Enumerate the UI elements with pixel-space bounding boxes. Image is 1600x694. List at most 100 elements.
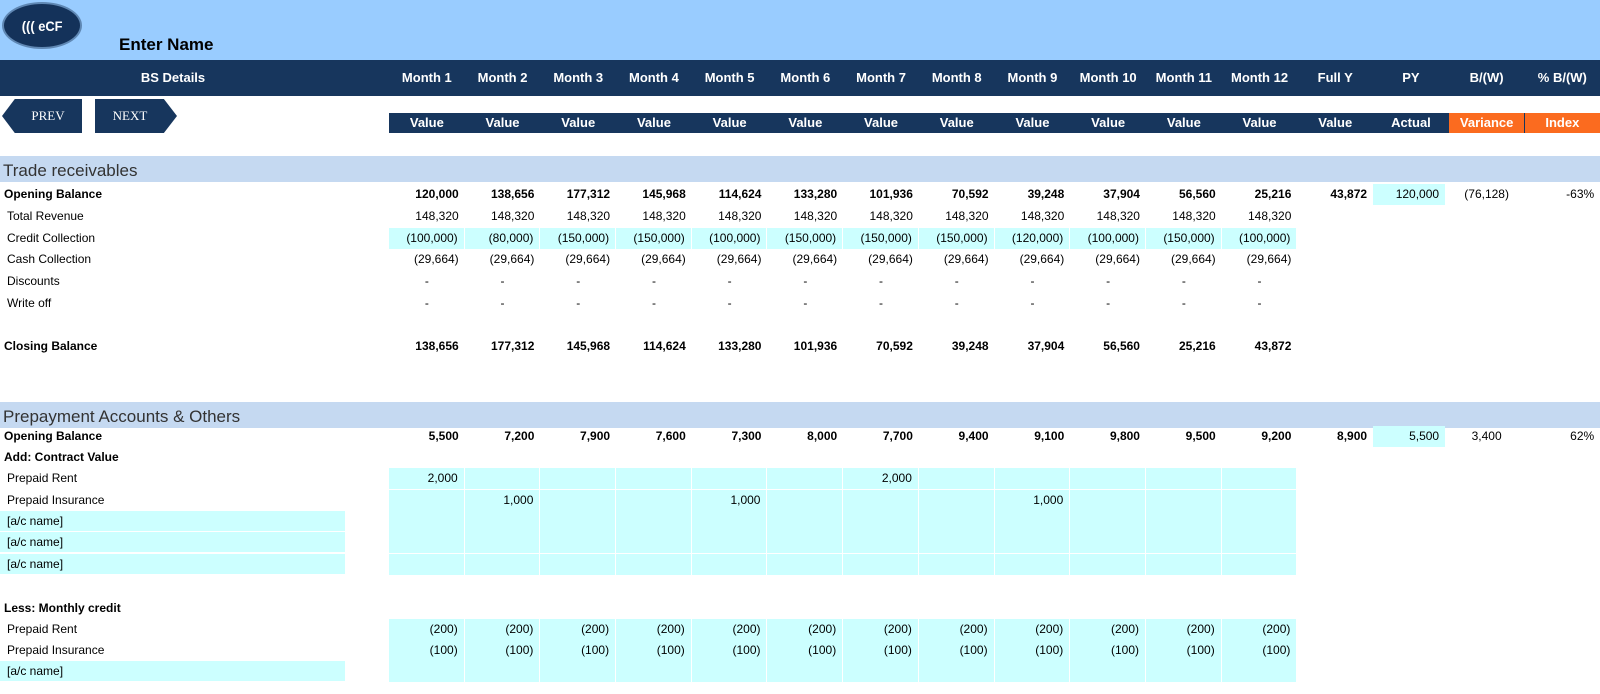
value-cell[interactable]: (100) — [1070, 640, 1146, 661]
value-cell[interactable] — [1070, 532, 1146, 553]
value-cell[interactable]: 2,000 — [389, 468, 465, 489]
value-cell[interactable]: (100) — [1146, 640, 1222, 661]
value-cell[interactable] — [691, 511, 768, 532]
value-cell[interactable]: (150,000) — [843, 228, 919, 249]
value-cell[interactable]: 2,000 — [843, 468, 919, 489]
value-cell[interactable]: (100) — [389, 640, 465, 661]
value-cell[interactable] — [767, 490, 844, 511]
value-cell[interactable]: (150,000) — [918, 228, 995, 249]
value-cell[interactable] — [389, 490, 465, 511]
value-cell[interactable]: 1,000 — [464, 490, 541, 511]
value-cell[interactable] — [1070, 661, 1146, 682]
value-cell[interactable] — [616, 661, 692, 682]
py-actual-value[interactable]: 5,500 — [1373, 426, 1446, 447]
value-cell[interactable] — [843, 532, 919, 553]
value-cell[interactable]: (150,000) — [540, 228, 617, 249]
value-cell[interactable]: 1,000 — [994, 490, 1071, 511]
value-cell[interactable] — [767, 532, 844, 553]
value-cell[interactable]: (100) — [843, 640, 919, 661]
value-cell[interactable]: (100,000) — [1221, 228, 1298, 249]
py-actual-value[interactable]: 120,000 — [1373, 184, 1446, 205]
value-cell[interactable] — [540, 511, 617, 532]
value-cell[interactable]: 1,000 — [691, 490, 768, 511]
value-cell[interactable] — [616, 468, 692, 489]
value-cell[interactable] — [918, 511, 995, 532]
value-cell[interactable]: (100) — [994, 640, 1071, 661]
prev-button[interactable]: PREV — [2, 99, 82, 133]
value-cell[interactable]: (150,000) — [1146, 228, 1222, 249]
value-cell[interactable]: (100) — [464, 640, 541, 661]
entity-name[interactable]: Enter Name — [119, 35, 214, 54]
value-cell[interactable] — [994, 661, 1071, 682]
value-cell[interactable] — [767, 468, 844, 489]
value-cell[interactable] — [767, 511, 844, 532]
value-cell[interactable] — [1146, 532, 1222, 553]
value-cell[interactable] — [1146, 554, 1222, 575]
value-cell[interactable]: (120,000) — [994, 228, 1071, 249]
value-cell[interactable]: (200) — [1221, 619, 1298, 640]
value-cell[interactable] — [1146, 490, 1222, 511]
value-cell[interactable] — [1146, 468, 1222, 489]
value-cell[interactable]: (100) — [767, 640, 844, 661]
value-cell[interactable] — [540, 532, 617, 553]
value-cell[interactable] — [1146, 661, 1222, 682]
value-cell[interactable]: (200) — [843, 619, 919, 640]
value-cell[interactable] — [918, 661, 995, 682]
account-name-input[interactable]: [a/c name] — [0, 554, 345, 574]
value-cell[interactable] — [616, 490, 692, 511]
value-cell[interactable] — [691, 532, 768, 553]
value-cell[interactable] — [918, 468, 995, 489]
value-cell[interactable] — [389, 511, 465, 532]
value-cell[interactable]: (100,000) — [1070, 228, 1146, 249]
value-cell[interactable] — [540, 490, 617, 511]
value-cell[interactable] — [994, 532, 1071, 553]
value-cell[interactable] — [1221, 554, 1298, 575]
value-cell[interactable]: (200) — [1146, 619, 1222, 640]
value-cell[interactable] — [464, 511, 541, 532]
value-cell[interactable]: (150,000) — [767, 228, 844, 249]
value-cell[interactable]: (100,000) — [691, 228, 768, 249]
next-button[interactable]: NEXT — [95, 99, 177, 133]
value-cell[interactable]: (100) — [540, 640, 617, 661]
value-cell[interactable] — [843, 554, 919, 575]
value-cell[interactable] — [464, 661, 541, 682]
value-cell[interactable] — [616, 554, 692, 575]
value-cell[interactable]: (100) — [691, 640, 768, 661]
value-cell[interactable] — [843, 511, 919, 532]
value-cell[interactable] — [464, 554, 541, 575]
value-cell[interactable] — [1070, 511, 1146, 532]
value-cell[interactable]: (200) — [389, 619, 465, 640]
value-cell[interactable]: (200) — [1070, 619, 1146, 640]
value-cell[interactable] — [994, 554, 1071, 575]
value-cell[interactable] — [994, 511, 1071, 532]
value-cell[interactable]: (80,000) — [464, 228, 541, 249]
value-cell[interactable] — [691, 468, 768, 489]
value-cell[interactable]: (200) — [616, 619, 692, 640]
value-cell[interactable]: (100,000) — [389, 228, 465, 249]
value-cell[interactable]: (200) — [767, 619, 844, 640]
value-cell[interactable] — [767, 661, 844, 682]
value-cell[interactable] — [843, 490, 919, 511]
value-cell[interactable]: (100) — [616, 640, 692, 661]
value-cell[interactable]: (200) — [464, 619, 541, 640]
value-cell[interactable] — [1221, 511, 1298, 532]
value-cell[interactable] — [767, 554, 844, 575]
value-cell[interactable] — [918, 554, 995, 575]
value-cell[interactable]: (200) — [918, 619, 995, 640]
value-cell[interactable]: (100) — [1221, 640, 1298, 661]
account-name-input[interactable]: [a/c name] — [0, 511, 345, 531]
value-cell[interactable] — [616, 511, 692, 532]
value-cell[interactable]: (200) — [540, 619, 617, 640]
value-cell[interactable] — [843, 661, 919, 682]
value-cell[interactable] — [1070, 490, 1146, 511]
account-name-input[interactable]: [a/c name] — [0, 661, 345, 681]
value-cell[interactable] — [1221, 661, 1298, 682]
value-cell[interactable] — [691, 554, 768, 575]
value-cell[interactable] — [464, 532, 541, 553]
value-cell[interactable] — [1146, 511, 1222, 532]
value-cell[interactable]: (200) — [691, 619, 768, 640]
value-cell[interactable] — [389, 661, 465, 682]
value-cell[interactable] — [994, 468, 1071, 489]
value-cell[interactable] — [1221, 532, 1298, 553]
account-name-input[interactable]: [a/c name] — [0, 532, 345, 552]
